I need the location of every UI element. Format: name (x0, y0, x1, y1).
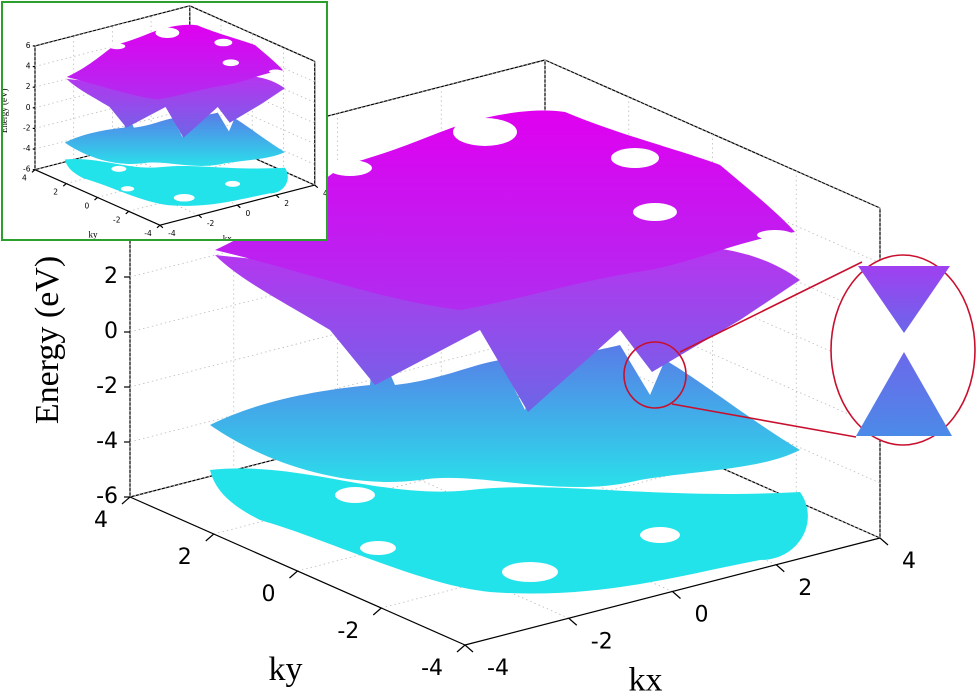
ky-tick-label: -2 (337, 619, 359, 644)
kx-tick-label: 0 (246, 209, 251, 218)
kx-tick-label: 4 (323, 189, 328, 198)
ky-tick-label: -2 (113, 215, 121, 224)
kx-tick (464, 644, 474, 653)
ky-tick-label: 4 (94, 508, 108, 533)
kx-tick-label: -2 (591, 629, 613, 654)
box-edge (34, 5, 190, 47)
z-tick-label: -6 (23, 165, 31, 174)
kx-axis-label: kx (223, 233, 233, 243)
kx-tick-label: -4 (168, 229, 176, 238)
ky-axis (34, 169, 161, 226)
ky-tick-label: 2 (178, 545, 192, 570)
z-axis-label: Energy (eV) (29, 256, 66, 424)
ky-tick (456, 644, 466, 653)
kx-tick (568, 617, 578, 626)
kx-tick-label: 4 (902, 549, 916, 574)
band-surfaces (210, 110, 808, 594)
kx-tick-label: 2 (798, 576, 812, 601)
ky-tick (31, 169, 36, 173)
band-2 (210, 340, 800, 488)
z-tick-label: 4 (26, 62, 31, 71)
z-tick-label: 2 (26, 82, 31, 91)
kx-tick (672, 591, 681, 599)
kx-tick (879, 537, 889, 546)
kx-tick (275, 194, 280, 199)
band-1-holes (335, 487, 680, 582)
ky-tick (94, 196, 98, 201)
ky-tick-label: 2 (53, 188, 58, 197)
kx-axis-label: kx (629, 661, 663, 696)
ky-tick-label: 0 (84, 201, 89, 210)
kx-tick (159, 224, 164, 229)
z-tick-label: 2 (104, 264, 118, 289)
ky-tick-label: 0 (262, 582, 276, 607)
z-tick-label: 0 (104, 319, 118, 344)
ky-tick (372, 607, 382, 616)
ky-tick-label: 4 (22, 174, 27, 183)
z-tick-label: -2 (96, 374, 118, 399)
kx-tick-label: -4 (487, 656, 509, 681)
kx-tick-label: 2 (284, 199, 289, 208)
ky-tick-label: -4 (144, 229, 152, 238)
z-tick-label: -6 (96, 484, 118, 509)
kx-tick (198, 214, 203, 219)
ky-tick-label: -4 (421, 656, 443, 681)
ky-tick (205, 533, 215, 542)
ky-tick (121, 496, 131, 505)
grid-line (189, 5, 315, 62)
z-axis-label: Energy (eV) (0, 89, 9, 134)
kx-tick (775, 564, 785, 573)
inset: -6 -4 -2 0 2 4 6 -4 -2 0 2 4 -4 -2 0 2 4 Energy (eV) ky kx (0, 1, 328, 243)
ky-axis-label: ky (269, 651, 303, 688)
kx-tick (236, 204, 241, 209)
z-tick-label: 6 (26, 41, 31, 50)
ky-tick (125, 210, 130, 215)
z-tick-label: -4 (96, 429, 118, 454)
inset-axes-front: -6 -4 -2 0 2 4 6 -4 -2 0 2 4 -4 -2 0 2 4 Energy (eV) ky kx (0, 41, 328, 243)
ky-tick (289, 570, 298, 579)
kx-tick (314, 184, 319, 189)
ky-tick (62, 183, 67, 187)
kx-tick-label: -2 (207, 219, 215, 228)
z-tick-label: -2 (23, 123, 31, 132)
box-edge (544, 59, 881, 209)
kx-tick-label: 0 (695, 603, 709, 628)
ky-axis-label: ky (88, 229, 98, 239)
band-4-holes (328, 118, 793, 240)
z-tick-label: -4 (23, 144, 31, 153)
ky-tick (156, 224, 161, 229)
zoom-callout (623, 254, 976, 446)
z-tick-label: 0 (26, 103, 31, 112)
